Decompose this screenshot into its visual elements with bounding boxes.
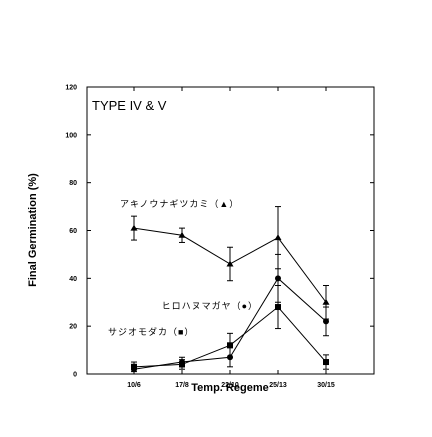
- point-triangle: [178, 231, 186, 238]
- y-tick-label: 60: [69, 228, 77, 235]
- y-tick-label: 20: [69, 324, 77, 331]
- point-triangle: [226, 260, 234, 267]
- x-tick-label: 25/13: [269, 382, 287, 389]
- point-square: [227, 342, 233, 349]
- y-tick-label: 100: [65, 132, 77, 139]
- series-label: ヒロハヌマガヤ（●）: [162, 301, 258, 311]
- y-tick-label: 80: [69, 180, 77, 187]
- point-triangle: [130, 224, 138, 231]
- y-tick-label: 0: [73, 372, 77, 379]
- x-tick-label: 17/8: [175, 382, 189, 389]
- point-square: [323, 359, 329, 366]
- x-tick-label: 30/15: [317, 382, 335, 389]
- point-square: [275, 304, 281, 311]
- y-axis-title: Final Germination (%): [27, 173, 39, 287]
- chart-title: TYPE IV & V: [92, 98, 167, 113]
- x-tick-label: 22/10: [221, 382, 239, 389]
- series-label: サジオモダカ（■）: [108, 326, 194, 337]
- chart-marks: 0 20 40 60 80 100 120 10/6 17/8 22/10 25/13 30/15 アキ…: [65, 85, 374, 389]
- point-triangle: [322, 298, 330, 305]
- point-circle: [275, 275, 281, 282]
- y-tick-label: 40: [69, 276, 77, 283]
- point-triangle: [274, 234, 282, 241]
- x-axis-title: Temp. Regeme: [191, 382, 268, 394]
- series-label: アキノウナギツカミ（▲）: [120, 199, 239, 209]
- point-square: [131, 363, 137, 370]
- y-tick-label: 120: [65, 85, 77, 92]
- x-tick-label: 10/6: [127, 382, 141, 389]
- point-circle: [323, 318, 329, 325]
- point-square: [179, 361, 185, 368]
